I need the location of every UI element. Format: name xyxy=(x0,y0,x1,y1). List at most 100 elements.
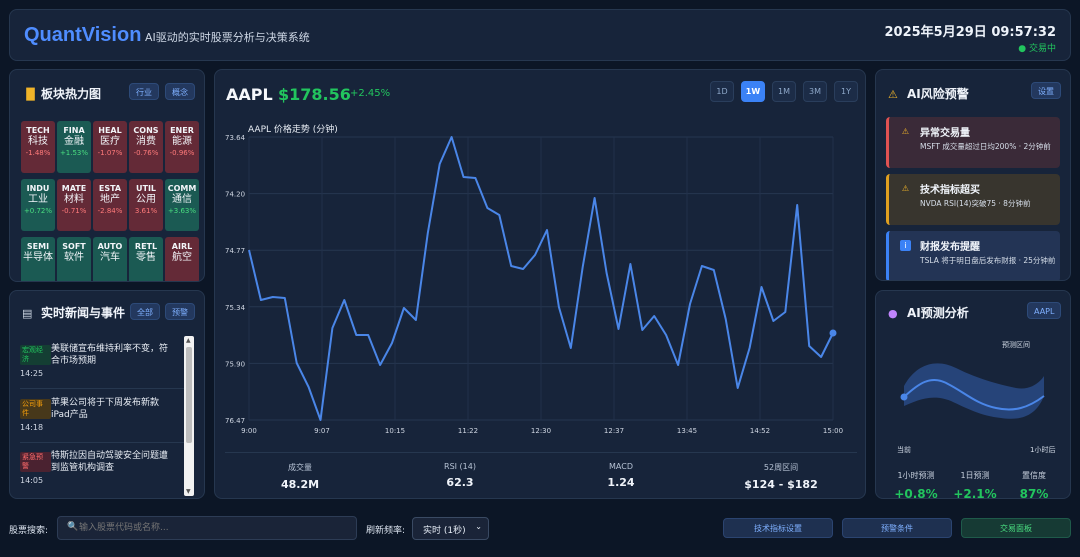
news-time: 14:18 xyxy=(20,423,44,432)
tab-news-all[interactable]: 全部 xyxy=(130,303,160,320)
sector-tile[interactable]: INDU 工业 +0.72% xyxy=(21,179,55,231)
x-tick-label: 9:07 xyxy=(314,427,330,435)
sector-tile[interactable]: TECH 科技 -1.48% xyxy=(21,121,55,173)
sector-tile[interactable]: MATE 材料 -0.71% xyxy=(57,179,91,231)
news-item[interactable]: 紧急预警特斯拉因自动驾驶安全问题遭到监管机构调查 14:05 xyxy=(20,450,178,485)
x-tick-label: 10:15 xyxy=(385,427,405,435)
sector-name: 软件 xyxy=(64,252,84,263)
tab-industry[interactable]: 行业 xyxy=(129,83,159,100)
timeframe-button[interactable]: 1W xyxy=(741,81,765,102)
sector-code: HEAL xyxy=(98,126,122,135)
sector-code: TECH xyxy=(26,126,50,135)
trading-panel-button[interactable]: 交易面板 xyxy=(961,518,1071,538)
app-tagline: AI驱动的实时股票分析与决策系统 xyxy=(145,31,310,44)
prediction-metric: 1日预测 +2.1% xyxy=(944,470,1006,501)
sector-code: SOFT xyxy=(62,242,86,251)
y-tick-label: 76.47 xyxy=(225,417,245,425)
indicator-settings-button[interactable]: 技术指标设置 xyxy=(723,518,833,538)
sector-tile[interactable]: COMM 通信 +3.63% xyxy=(165,179,199,231)
prediction-label: 1小时预测 xyxy=(897,471,935,480)
news-divider xyxy=(20,388,188,389)
alert-description: MSFT 成交量超过日均200% · 2分钟前 xyxy=(920,142,1051,151)
stat-value: 48.2M xyxy=(280,478,320,491)
sector-tile[interactable]: RETL 零售 xyxy=(129,237,163,281)
x-tick-label: 12:30 xyxy=(531,427,551,435)
news-divider xyxy=(20,442,188,443)
newspaper-icon: ▤ xyxy=(22,307,33,320)
sector-code: AIRL xyxy=(171,242,193,251)
news-time: 14:05 xyxy=(20,476,44,485)
tab-concept[interactable]: 概念 xyxy=(165,83,195,100)
sector-tile[interactable]: AUTO 汽车 xyxy=(93,237,127,281)
news-item[interactable]: 公司事件苹果公司将于下周发布新款iPad产品 14:18 xyxy=(20,397,178,432)
sector-name: 汽车 xyxy=(100,252,120,263)
stat-value: $124 - $182 xyxy=(744,478,818,491)
timeframe-button[interactable]: 1D xyxy=(710,81,734,102)
x-tick-label: 14:52 xyxy=(750,427,770,435)
sector-tile[interactable]: UTIL 公用 3.61% xyxy=(129,179,163,231)
y-tick-label: 74.20 xyxy=(225,191,245,199)
prediction-band-chart xyxy=(900,363,1045,419)
news-scrollbar[interactable]: ▲ ▼ xyxy=(184,336,194,496)
sector-code: INDU xyxy=(26,184,50,193)
timeframe-button[interactable]: 1M xyxy=(772,81,796,102)
app-logo: QuantVision xyxy=(24,24,142,46)
sector-name: 医疗 xyxy=(100,136,120,147)
timeframe-button[interactable]: 3M xyxy=(803,81,827,102)
scroll-up-arrow-icon[interactable]: ▲ xyxy=(186,337,191,344)
sector-name: 公用 xyxy=(136,194,156,205)
sector-tile[interactable]: CONS 消费 -0.76% xyxy=(129,121,163,173)
alert-title: 财报发布提醒 xyxy=(920,242,980,253)
prediction-label: 置信度 xyxy=(1022,471,1046,480)
sector-code: UTIL xyxy=(135,184,157,193)
stock-price: $178.56 xyxy=(278,85,351,104)
market-status: ● 交易中 xyxy=(1018,44,1056,54)
sector-change: -0.96% xyxy=(169,149,195,157)
refresh-select[interactable]: 实时 (1秒) ⌄ xyxy=(412,517,489,540)
stock-stat: MACD 1.24 xyxy=(566,462,676,489)
sector-code: COMM xyxy=(167,184,197,193)
prediction-value: +0.8% xyxy=(894,487,938,501)
prediction-band-label: 预测区间 xyxy=(1002,341,1030,349)
risk-alert-card[interactable]: i 财报发布提醒 TSLA 将于明日盘后发布财报 · 25分钟前 xyxy=(886,231,1060,280)
scroll-down-arrow-icon[interactable]: ▼ xyxy=(186,488,191,495)
sector-tile[interactable]: SEMI 半导体 xyxy=(21,237,55,281)
stat-label: MACD xyxy=(609,462,633,471)
stat-label: 52周区间 xyxy=(763,463,799,472)
sector-tile[interactable]: ENER 能源 -0.96% xyxy=(165,121,199,173)
alert-conditions-button[interactable]: 预警条件 xyxy=(842,518,952,538)
sector-tile[interactable]: FINA 金融 +1.53% xyxy=(57,121,91,173)
timeframe-button[interactable]: 1Y xyxy=(834,81,858,102)
search-box[interactable]: 🔍 xyxy=(57,516,357,540)
sector-tile[interactable]: AIRL 航空 xyxy=(165,237,199,281)
search-icon: 🔍 xyxy=(67,522,79,532)
y-tick-label: 74.77 xyxy=(225,247,245,255)
search-input[interactable] xyxy=(79,520,349,536)
sector-tile[interactable]: HEAL 医疗 -1.07% xyxy=(93,121,127,173)
header-bar: QuantVision AI驱动的实时股票分析与决策系统 2025年5月29日 … xyxy=(9,9,1071,61)
brain-icon: ● xyxy=(888,307,898,320)
alert-title: 异常交易量 xyxy=(920,128,970,139)
warning-icon: ⚠ xyxy=(901,127,910,136)
news-item[interactable]: 宏观经济美联储宣布维持利率不变，符合市场预期 14:25 xyxy=(20,343,178,378)
news-title: 实时新闻与事件 xyxy=(41,306,126,320)
sector-name: 消费 xyxy=(136,136,156,147)
risk-title: AI风险预警 xyxy=(907,87,969,101)
risk-settings-button[interactable]: 设置 xyxy=(1031,82,1061,99)
stock-stat: RSI (14) 62.3 xyxy=(405,462,515,489)
risk-alert-card[interactable]: ⚠ 异常交易量 MSFT 成交量超过日均200% · 2分钟前 xyxy=(886,117,1060,168)
y-tick-label: 75.34 xyxy=(225,304,246,312)
prediction-symbol-button[interactable]: AAPL xyxy=(1027,302,1062,319)
scroll-thumb[interactable] xyxy=(186,347,192,443)
sector-name: 航空 xyxy=(172,252,192,263)
sector-tile[interactable]: SOFT 软件 xyxy=(57,237,91,281)
sector-heatmap-panel: ▐▌ 板块热力图 行业 概念 TECH 科技 -1.48% FINA 金融 +1.53% HE… xyxy=(9,69,205,282)
sector-code: FINA xyxy=(63,126,85,135)
risk-alert-card[interactable]: ⚠ 技术指标超买 NVDA RSI(14)突破75 · 8分钟前 xyxy=(886,174,1060,225)
stat-value: 62.3 xyxy=(446,476,474,489)
sector-tile[interactable]: ESTA 地产 -2.84% xyxy=(93,179,127,231)
tab-news-alerts[interactable]: 预警 xyxy=(165,303,195,320)
news-headline: 美联储宣布维持利率不变，符合市场预期 xyxy=(51,344,169,366)
news-category-badge: 公司事件 xyxy=(20,399,51,419)
ai-prediction-panel: ● AI预测分析 AAPL 预测区间 当前 1小时后 1小时预测 +0.8% 1日预测… xyxy=(875,290,1071,501)
